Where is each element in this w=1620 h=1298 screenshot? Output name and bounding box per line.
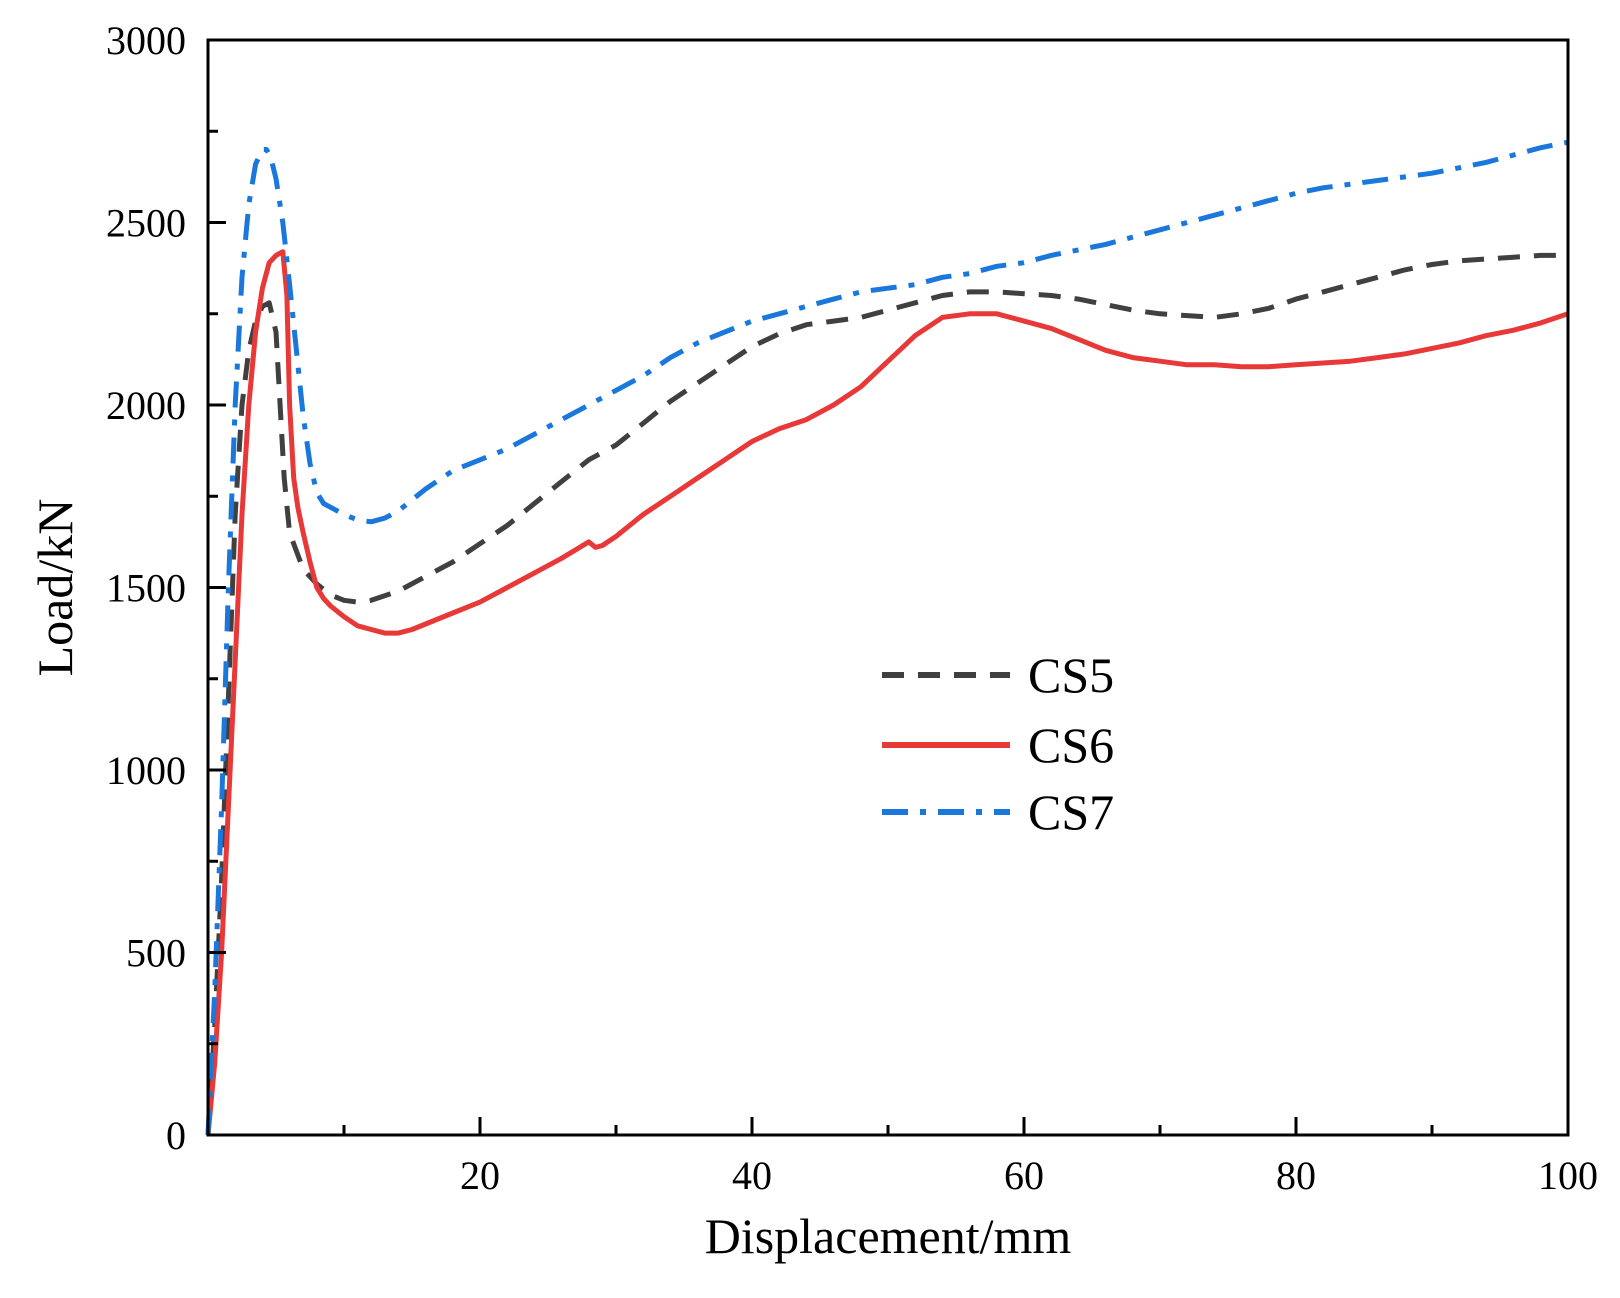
x-tick-label: 20 (460, 1153, 500, 1198)
legend-label-cs7: CS7 (1028, 784, 1114, 840)
y-tick-label: 1500 (106, 566, 186, 611)
series-line-cs7 (205, 139, 1569, 1136)
y-tick-label: 1000 (106, 748, 186, 793)
y-tick-label: 2500 (106, 201, 186, 246)
y-tick-label: 0 (166, 1113, 186, 1158)
series-layer (205, 139, 1569, 1136)
x-tick-label: 40 (732, 1153, 772, 1198)
legend-label-cs5: CS5 (1028, 647, 1114, 703)
x-tick-label: 100 (1538, 1153, 1598, 1198)
y-tick-label: 500 (126, 931, 186, 976)
y-tick-label: 3000 (106, 18, 186, 63)
y-axis-title: Load/kN (27, 499, 83, 677)
legend: CS5 CS6 CS7 (882, 647, 1114, 840)
legend-label-cs6: CS6 (1028, 717, 1114, 773)
x-axis-title: Displacement/mm (705, 1208, 1072, 1264)
tick-layer: 0 500 1000 1500 2000 2500 3000 20 40 60 80 100 (106, 18, 1598, 1198)
y-tick-label: 2000 (106, 383, 186, 428)
x-tick-label: 80 (1276, 1153, 1316, 1198)
x-tick-label: 60 (1004, 1153, 1044, 1198)
series-line-cs5 (205, 252, 1568, 1136)
series-line-cs6 (205, 249, 1569, 1136)
